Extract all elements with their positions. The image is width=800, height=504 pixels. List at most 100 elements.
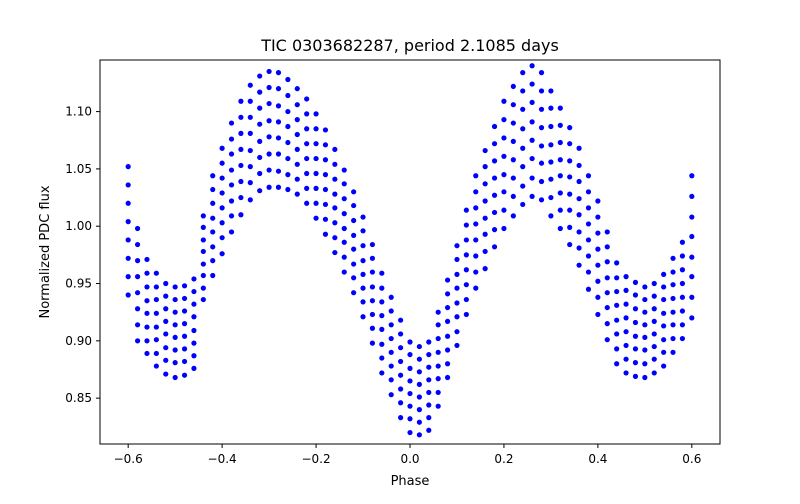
data-point [679,267,686,273]
data-point [595,230,601,236]
data-point [604,321,610,327]
data-point [567,158,573,164]
data-point [322,231,329,237]
data-point [473,205,479,211]
data-point [557,207,563,213]
data-point [595,214,601,220]
data-point [398,400,404,406]
data-point [219,160,225,166]
data-point [313,111,319,117]
y-tick-label: 0.95 [65,277,92,291]
data-point [266,151,272,157]
data-point [538,197,545,203]
data-point [181,372,188,378]
data-point [473,269,479,275]
data-point [163,345,169,351]
data-point [520,88,526,94]
data-point [435,403,441,409]
data-point [228,136,235,142]
data-point [238,130,244,136]
data-point [407,339,413,345]
data-point [351,275,357,281]
data-point [567,191,573,197]
data-point [435,389,441,396]
data-point [614,331,620,337]
data-point [614,317,620,323]
data-point [557,122,563,128]
data-point [172,360,178,366]
data-point [416,356,422,362]
data-point [426,339,432,345]
data-point [661,323,667,329]
data-point [426,389,432,396]
data-point [313,155,319,162]
data-point [510,138,516,144]
data-point [473,189,479,195]
data-point [191,365,197,371]
data-point [369,269,376,275]
data-point [651,280,657,287]
data-point [172,284,178,290]
data-point [153,350,159,357]
data-point [501,189,507,195]
data-point [632,333,639,339]
data-point [247,180,253,186]
data-point [548,213,554,219]
x-tick-label: −0.4 [208,452,237,466]
data-point [548,88,554,94]
data-point [144,270,150,276]
data-point [285,186,291,193]
data-point [125,237,131,243]
data-point [228,182,235,188]
data-point [379,355,385,361]
data-point [435,376,441,382]
data-point [679,335,686,342]
data-point [210,186,216,193]
data-point [614,260,620,266]
data-point [388,322,394,328]
data-point [510,102,516,108]
data-point [210,272,216,279]
data-point [257,170,263,177]
data-point [538,178,545,185]
data-point [294,102,300,108]
data-point [191,276,197,282]
data-point [595,311,601,318]
data-point [238,212,244,218]
data-point [689,254,695,260]
data-point [454,285,460,291]
data-point [257,121,263,127]
data-point [398,358,404,365]
data-point [125,274,131,280]
data-point [144,310,150,316]
data-point [491,158,498,164]
data-point [257,154,263,161]
data-point [557,157,563,163]
data-point [285,172,291,178]
data-point [642,296,648,303]
data-point [210,244,216,250]
data-point [482,198,488,204]
data-point [651,343,657,350]
data-point [595,246,601,252]
data-point [266,167,272,173]
data-point [670,269,676,275]
data-point [463,237,469,243]
data-point [313,170,319,177]
data-point [332,176,338,182]
data-point [529,175,535,181]
data-point [501,117,507,123]
data-point [341,225,347,232]
data-point [614,288,620,295]
data-point [510,157,516,163]
data-point [501,172,507,178]
data-point [351,261,357,267]
data-point [360,314,366,320]
data-point [614,361,620,367]
data-point [642,361,648,367]
data-point [210,200,216,206]
data-point [661,310,667,316]
data-point [200,224,206,230]
data-point [163,357,169,363]
